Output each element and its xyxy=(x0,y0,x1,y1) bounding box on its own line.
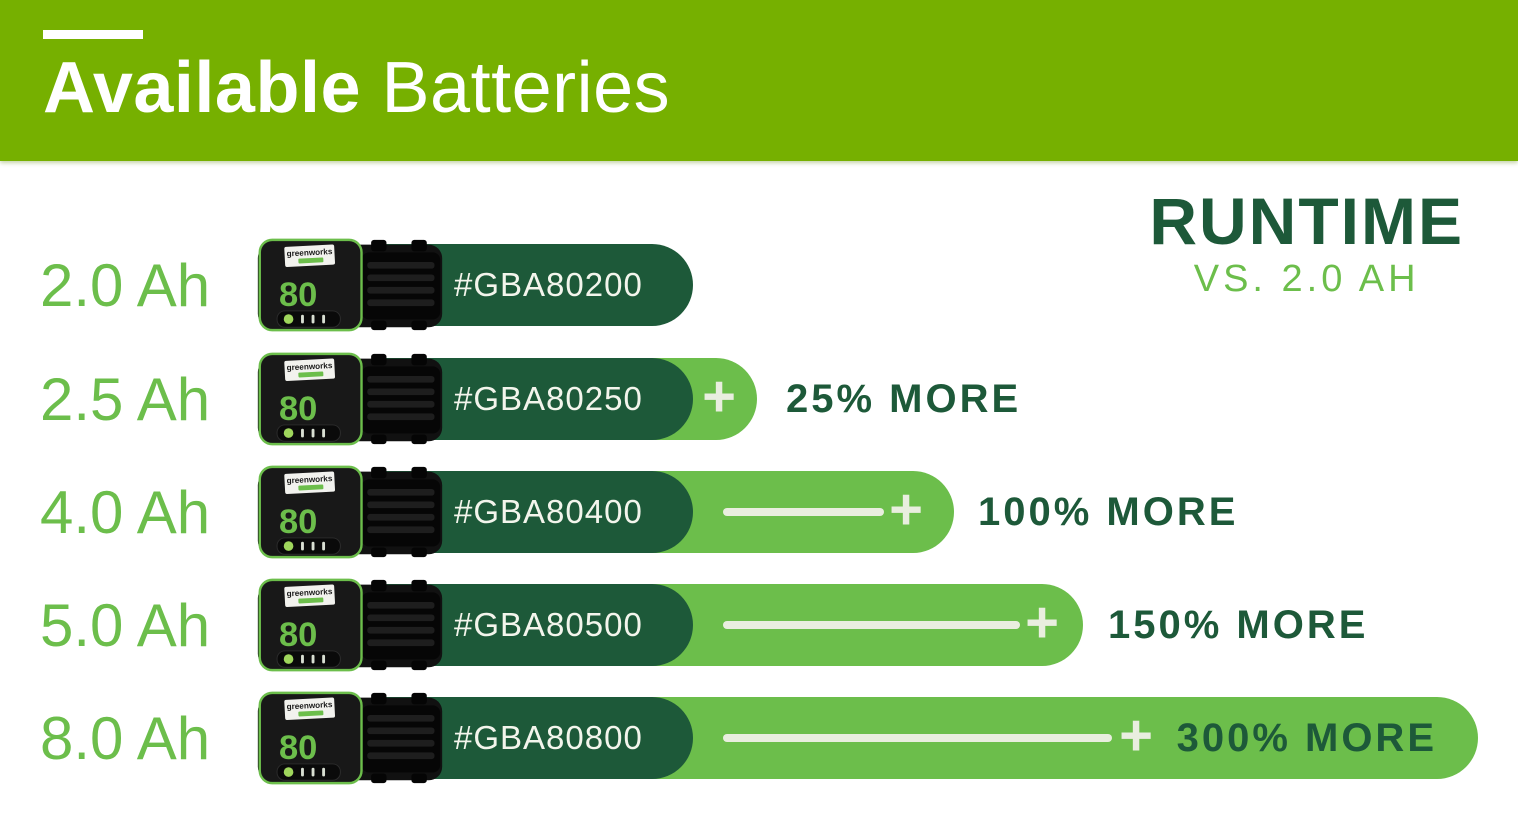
runtime-more-label: 150% MORE xyxy=(1108,602,1369,647)
model-number: #GBA80400 xyxy=(454,493,643,530)
page-title-bold: Available xyxy=(43,48,361,128)
battery-image: greenworks 80 xyxy=(252,237,448,333)
plus-icon: + xyxy=(889,476,923,542)
capacity-label: 2.0 Ah xyxy=(40,251,211,319)
runtime-heading: RUNTIME VS. 2.0 AH xyxy=(1149,188,1464,298)
capacity-label: 8.0 Ah xyxy=(40,704,211,772)
battery-voltage-label: 80 xyxy=(279,616,317,654)
capacity-label: 2.5 Ah xyxy=(40,365,211,433)
battery-row-2-5ah: 2.5 Ah + #GBA80250 25% MORE gr xyxy=(0,352,1518,446)
battery-row-8-0ah: 8.0 Ah + #GBA80800 300% MORE xyxy=(0,691,1518,785)
battery-voltage-label: 80 xyxy=(279,729,317,767)
page-title-regular: Batteries xyxy=(381,48,671,128)
battery-voltage-label: 80 xyxy=(279,276,317,314)
battery-brand-label: greenworks xyxy=(286,247,333,258)
battery-row-4-0ah: 4.0 Ah + #GBA80400 100% MORE xyxy=(0,465,1518,559)
battery-voltage-label: 80 xyxy=(279,390,317,428)
runtime-connector-line xyxy=(723,734,1112,742)
runtime-connector-line xyxy=(723,621,1020,629)
model-number: #GBA80200 xyxy=(454,266,643,303)
battery-brand-label: greenworks xyxy=(286,474,333,485)
battery-row-5-0ah: 5.0 Ah + #GBA80500 150% MORE xyxy=(0,578,1518,672)
battery-voltage-label: 80 xyxy=(279,503,317,541)
plus-icon: + xyxy=(702,363,736,429)
page-title-light xyxy=(361,48,382,128)
runtime-connector-line xyxy=(723,508,884,516)
runtime-title: RUNTIME xyxy=(1149,184,1464,258)
header-accent-dash xyxy=(43,30,143,39)
capacity-label: 4.0 Ah xyxy=(40,478,211,546)
runtime-subtitle: VS. 2.0 AH xyxy=(1193,258,1420,300)
battery-brand-label: greenworks xyxy=(286,700,333,711)
battery-image: greenworks 80 xyxy=(252,690,448,786)
battery-brand-label: greenworks xyxy=(286,361,333,372)
battery-image: greenworks 80 xyxy=(252,351,448,447)
runtime-more-label: 25% MORE xyxy=(786,376,1022,421)
battery-image: greenworks 80 xyxy=(252,577,448,673)
runtime-more-label: 300% MORE xyxy=(1176,715,1437,760)
model-number: #GBA80500 xyxy=(454,606,643,643)
runtime-more-label: 100% MORE xyxy=(978,489,1239,534)
battery-brand-label: greenworks xyxy=(286,587,333,598)
header-banner: Available Batteries xyxy=(0,0,1518,161)
plus-icon: + xyxy=(1119,702,1153,768)
model-number: #GBA80250 xyxy=(454,380,643,417)
model-number: #GBA80800 xyxy=(454,719,643,756)
page-title: Available Batteries xyxy=(43,52,670,124)
plus-icon: + xyxy=(1025,589,1059,655)
battery-image: greenworks 80 xyxy=(252,464,448,560)
capacity-label: 5.0 Ah xyxy=(40,591,211,659)
battery-row-2-0ah: 2.0 Ah #GBA80200 greenworks xyxy=(0,238,1518,332)
